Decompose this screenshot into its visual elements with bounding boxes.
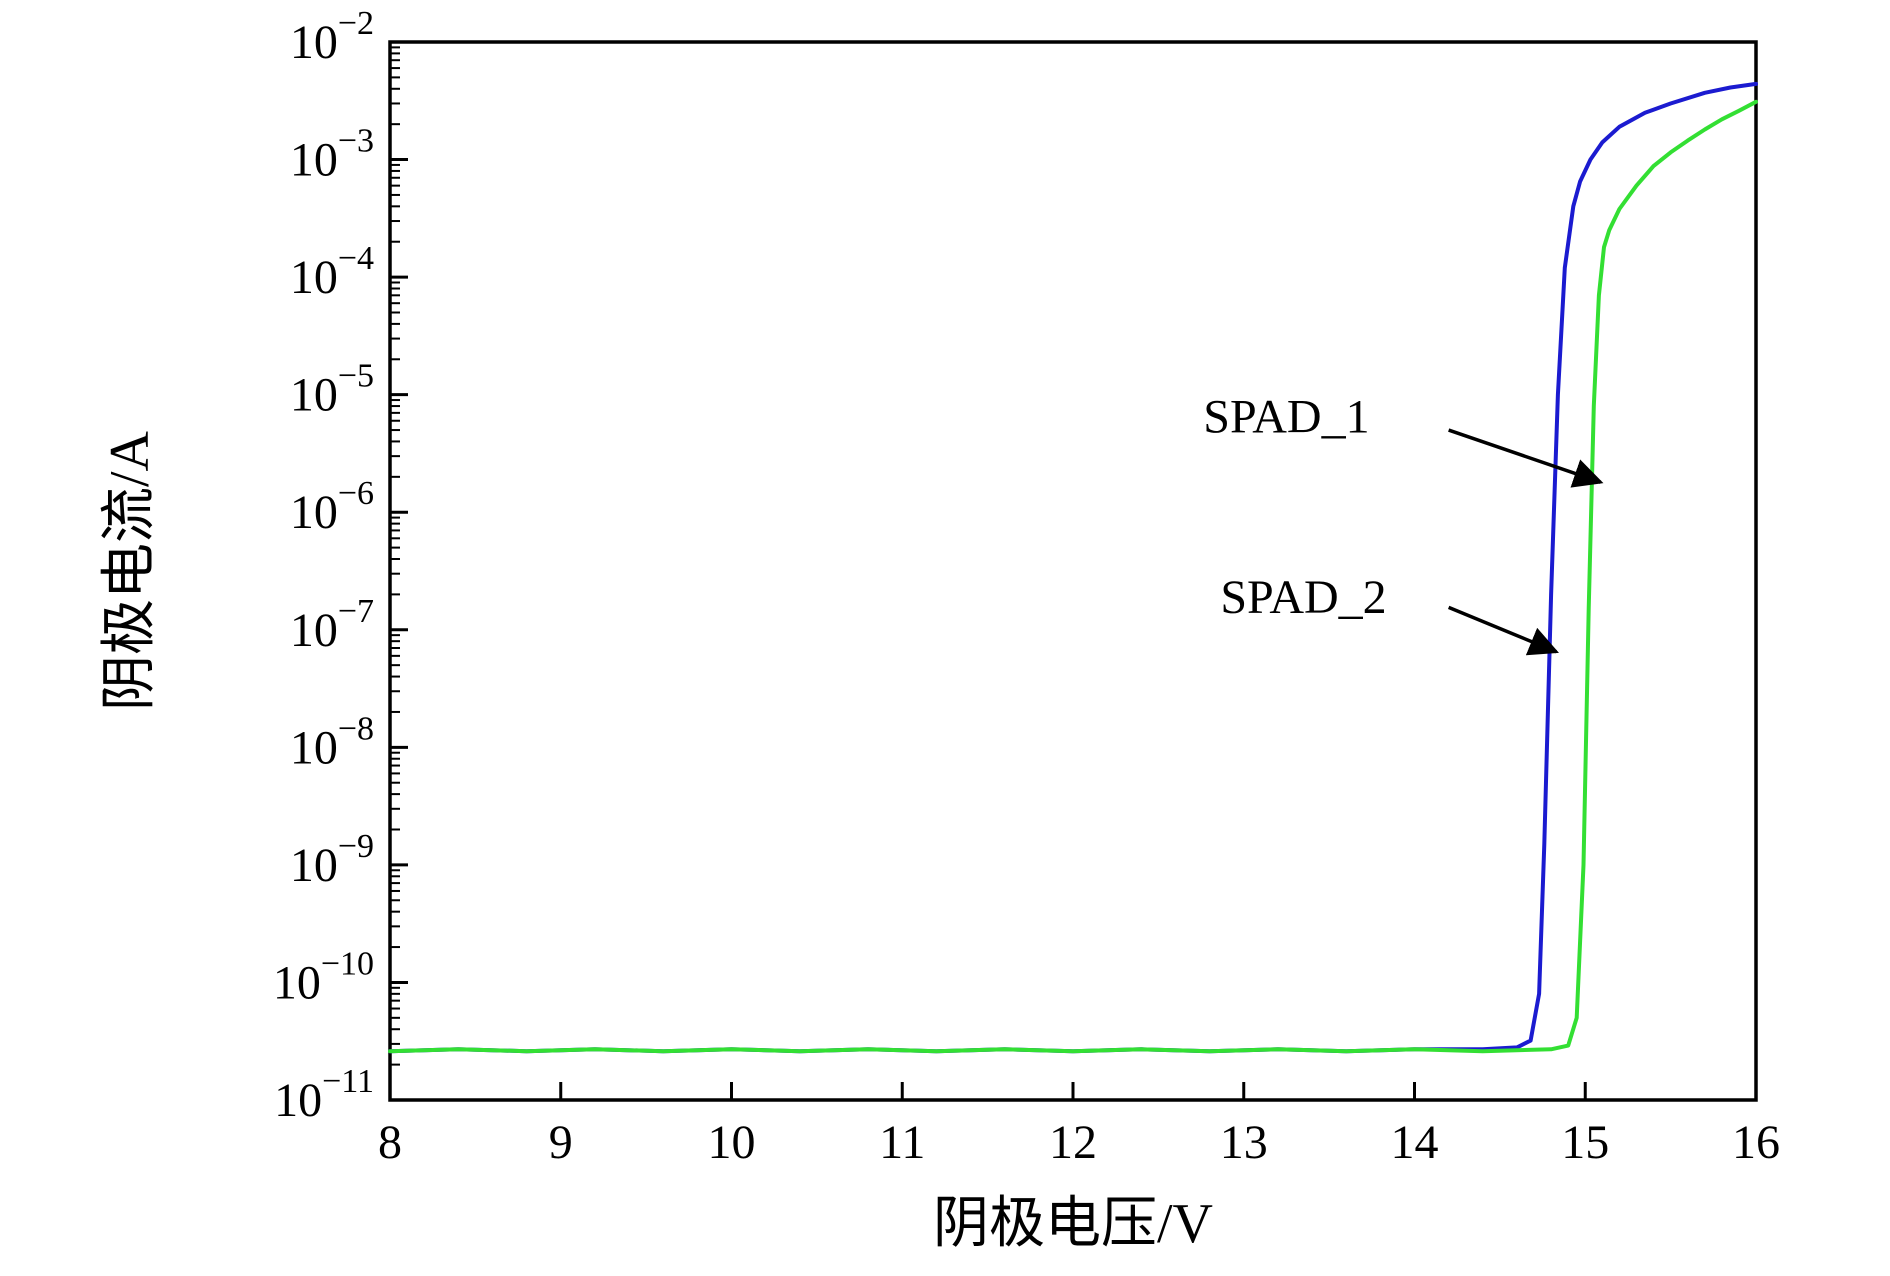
x-tick-label: 12 xyxy=(1049,1116,1097,1169)
x-tick-label: 10 xyxy=(708,1116,756,1169)
x-tick-label: 16 xyxy=(1732,1116,1780,1169)
x-axis-title: 阴极电压/V xyxy=(933,1193,1213,1255)
x-tick-label: 9 xyxy=(549,1116,573,1169)
y-tick-label: 10−10 xyxy=(273,945,374,1009)
series-line-SPAD_2 xyxy=(388,81,1758,1054)
annotation-arrow-SPAD_1 xyxy=(1448,428,1604,488)
annotation-label-SPAD_1: SPAD_1 xyxy=(1203,391,1369,444)
y-tick-label: 10−2 xyxy=(290,5,374,69)
series-line-SPAD_1 xyxy=(388,99,1758,1054)
x-tick-label: 11 xyxy=(879,1116,925,1169)
annotation-label-SPAD_2: SPAD_2 xyxy=(1220,571,1386,624)
y-tick-label: 10−5 xyxy=(290,358,374,422)
y-tick-label: 10−4 xyxy=(290,240,374,304)
x-tick-label: 15 xyxy=(1561,1116,1609,1169)
x-tick-label: 13 xyxy=(1220,1116,1268,1169)
y-tick-label: 10−8 xyxy=(290,710,374,774)
plot-border xyxy=(388,40,1758,1102)
x-tick-label: 14 xyxy=(1391,1116,1439,1169)
x-tick-label: 8 xyxy=(378,1116,402,1169)
y-tick-label: 10−9 xyxy=(290,828,374,892)
annotation-arrow-SPAD_2 xyxy=(1447,605,1559,656)
y-tick-label: 10−11 xyxy=(274,1063,374,1127)
y-axis-title: 阴极电流/A xyxy=(99,430,161,711)
y-tick-label: 10−3 xyxy=(290,123,374,187)
y-tick-label: 10−6 xyxy=(290,475,374,539)
y-tick-label: 10−7 xyxy=(290,593,374,657)
